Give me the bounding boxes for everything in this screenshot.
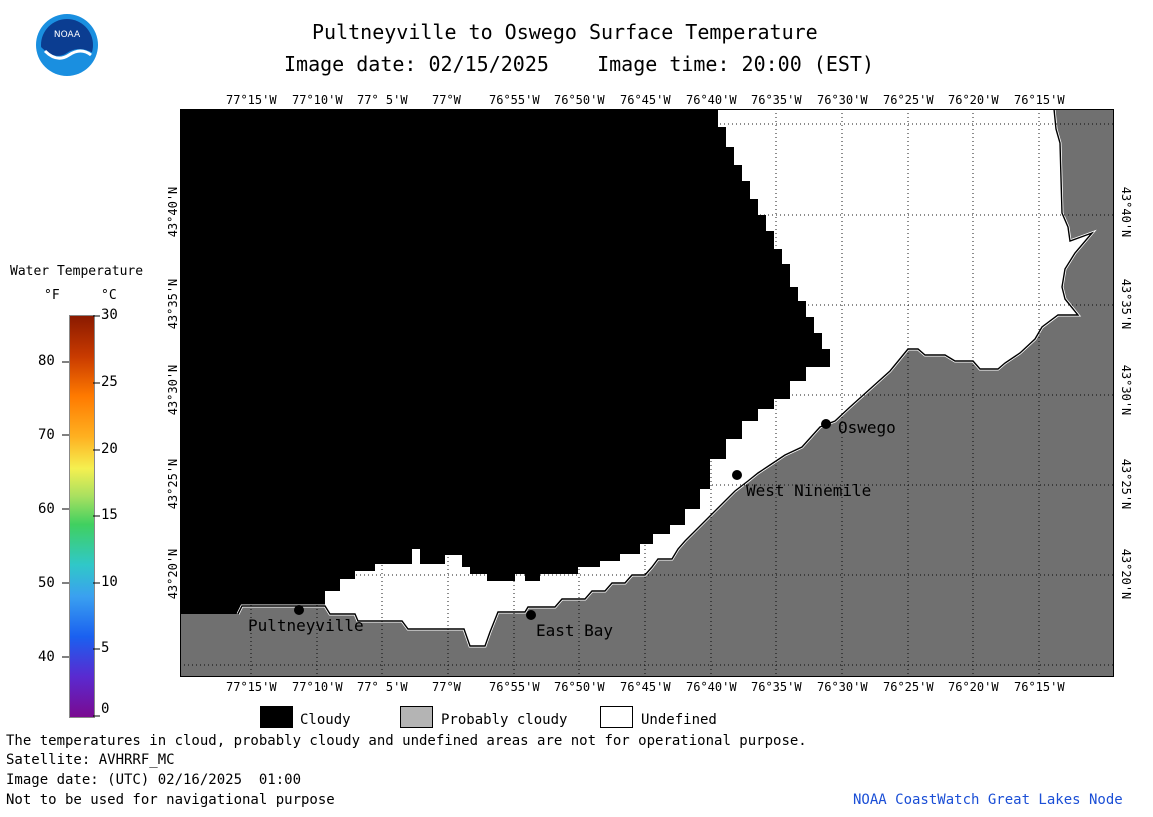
legend-label-probably-cloudy: Probably cloudy [441,712,568,728]
scale-c-tick: 5 [101,640,110,656]
temperature-map [180,109,1114,677]
lat-label-right: 43°30'N [1119,364,1133,416]
legend-label-cloudy: Cloudy [300,712,351,728]
scale-f-tick: 60 [38,501,55,517]
lon-label-bottom: 76°55'W [489,680,540,694]
lon-label-top: 76°55'W [489,93,540,107]
land-area [180,109,1114,677]
scale-c-tick: 25 [101,374,118,390]
west-ninemile-marker [732,470,742,480]
lon-label-top: 76°45'W [620,93,671,107]
lon-label-top: 76°50'W [554,93,605,107]
page-title: Pultneyville to Oswego Surface Temperatu… [312,20,818,44]
lon-label-bottom: 76°30'W [817,680,868,694]
legend-label-undefined: Undefined [641,712,717,728]
scale-f-tick: 40 [38,649,55,665]
place-label-east-bay: East Bay [536,621,614,640]
scale-title: Water Temperature [10,264,144,279]
lon-label-top: 77° 5'W [357,93,408,107]
lat-label-left: 43°25'N [166,458,180,510]
place-label-oswego: Oswego [838,418,896,437]
footer-credit: NOAA CoastWatch Great Lakes Node [853,792,1123,808]
lon-label-bottom: 77°10'W [292,680,343,694]
lon-label-top: 77°15'W [226,93,277,107]
svg-text:NOAA: NOAA [54,30,81,40]
scale-c-tick: 15 [101,507,118,523]
lon-label-bottom: 77°15'W [226,680,277,694]
lon-label-bottom: 76°20'W [948,680,999,694]
footer-satellite: Satellite: AVHRRF_MC [6,752,175,768]
lon-label-bottom: 76°25'W [883,680,934,694]
legend-swatch-probably-cloudy [400,706,433,728]
noaa-logo: NOAA [36,14,98,76]
cloudy-area [180,109,830,614]
graticule [180,109,1114,677]
lat-label-right: 43°40'N [1119,186,1133,238]
lat-label-left: 43°20'N [166,548,180,600]
lat-label-right: 43°20'N [1119,548,1133,600]
pultneyville-marker [294,605,304,615]
lon-label-bottom: 77° 5'W [357,680,408,694]
lon-label-top: 77°10'W [292,93,343,107]
scale-c-tick: 20 [101,441,118,457]
image-date-line: Image date: 02/15/2025 Image time: 20:00… [284,52,875,76]
lon-label-top: 77°W [432,93,461,107]
lat-label-left: 43°35'N [166,278,180,330]
scale-c-tick: 10 [101,574,118,590]
place-label-pultneyville: Pultneyville [248,616,364,635]
scale-f-tick: 80 [38,353,55,369]
lat-label-left: 43°30'N [166,364,180,416]
lon-label-bottom: 76°40'W [686,680,737,694]
footer-note: The temperatures in cloud, probably clou… [6,733,807,749]
east-bay-marker [526,610,536,620]
lon-label-bottom: 77°W [432,680,461,694]
lon-label-bottom: 76°35'W [751,680,802,694]
lat-label-right: 43°25'N [1119,458,1133,510]
footer-nav-warning: Not to be used for navigational purpose [6,792,335,808]
lon-label-top: 76°25'W [883,93,934,107]
place-label-west-ninemile: West Ninemile [746,481,872,500]
scale-ticks [62,315,100,717]
lon-label-top: 76°40'W [686,93,737,107]
scale-c-tick: 30 [101,307,118,323]
lon-label-top: 76°35'W [751,93,802,107]
scale-unit-c: °C [101,288,117,303]
scale-c-tick: 0 [101,701,110,717]
oswego-marker [821,419,831,429]
lon-label-top: 76°15'W [1014,93,1065,107]
lat-label-right: 43°35'N [1119,278,1133,330]
lat-label-left: 43°40'N [166,186,180,238]
lon-label-bottom: 76°45'W [620,680,671,694]
lon-label-top: 76°30'W [817,93,868,107]
map-border [180,109,1114,677]
legend-swatch-cloudy [260,706,293,728]
scale-f-tick: 50 [38,575,55,591]
lon-label-bottom: 76°15'W [1014,680,1065,694]
footer-utc-date: Image date: (UTC) 02/16/2025 01:00 [6,772,302,788]
lon-label-bottom: 76°50'W [554,680,605,694]
lon-label-top: 76°20'W [948,93,999,107]
legend-swatch-undefined [600,706,633,728]
scale-unit-f: °F [44,288,60,303]
scale-f-tick: 70 [38,427,55,443]
